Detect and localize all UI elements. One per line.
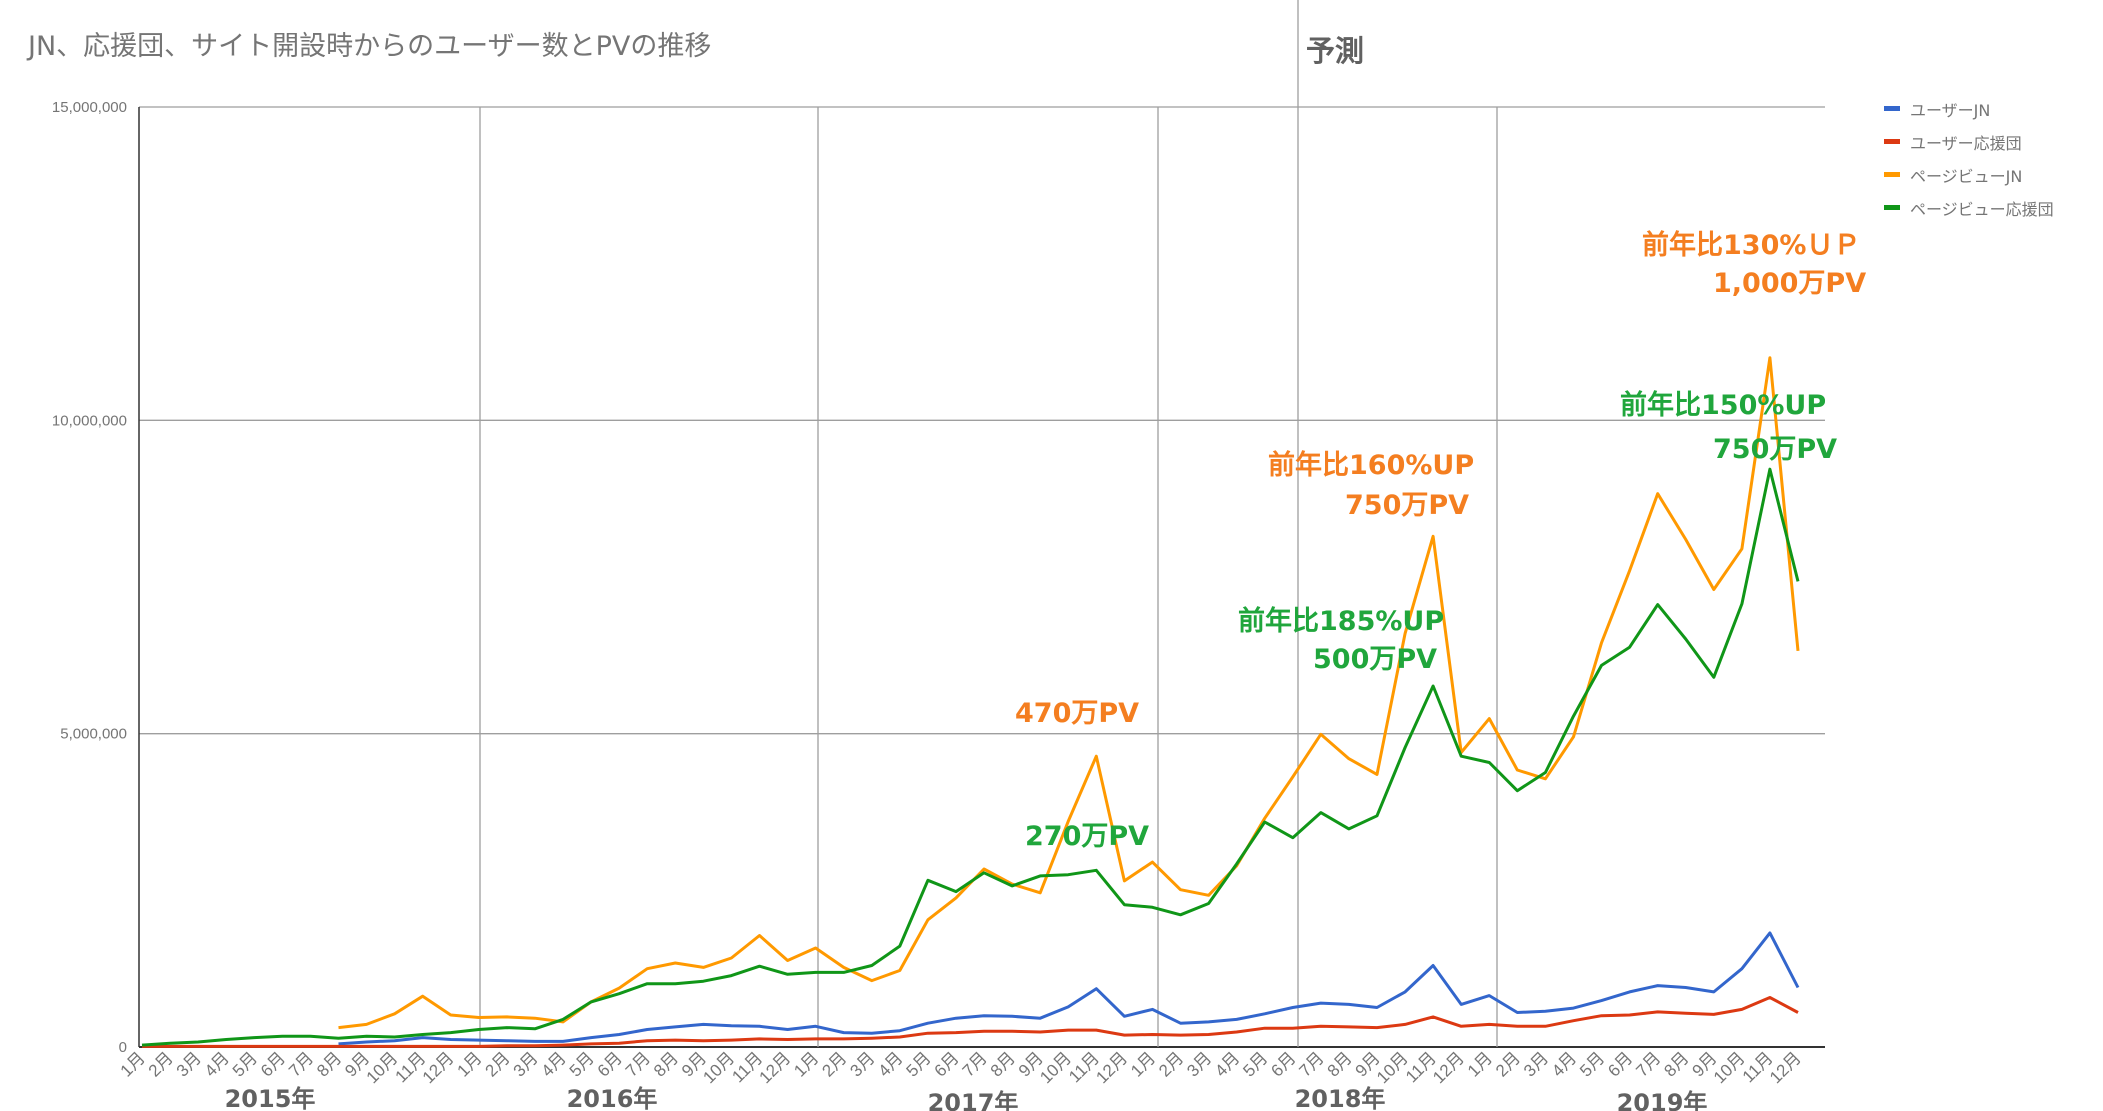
legend-swatch: [1884, 205, 1900, 210]
annotation-label: 前年比160%UP: [1268, 449, 1474, 481]
y-tick-label: 10,000,000: [52, 412, 127, 429]
annotation-label: 270万PV: [1025, 821, 1149, 852]
legend-item: ユーザー応援団: [1884, 125, 2054, 158]
annotation-label: 前年比185%UP: [1238, 605, 1444, 637]
x-tick-label: 8月: [1324, 1048, 1356, 1080]
x-tick-label: 1月: [1464, 1048, 1496, 1080]
x-tick-label: 12月: [1429, 1048, 1468, 1087]
x-tick-label: 4月: [1211, 1048, 1243, 1080]
annotation-label: 750万PV: [1713, 434, 1837, 465]
x-tick-label: 5月: [1576, 1048, 1608, 1080]
x-tick-label: 3月: [1520, 1048, 1552, 1080]
chart-title: JN、応援団、サイト開設時からのユーザー数とPVの推移: [28, 31, 712, 62]
x-tick-label: 6月: [1604, 1048, 1636, 1080]
x-tick-label: 7月: [622, 1048, 654, 1080]
legend-label: ページビュー応援団: [1910, 199, 2054, 219]
legend-label: ユーザー応援団: [1910, 133, 2022, 153]
legend-item: ユーザーJN: [1884, 92, 2054, 125]
x-tick-label: 12月: [1766, 1048, 1805, 1087]
x-tick-label: 8月: [313, 1048, 345, 1080]
x-tick-label: 7月: [1632, 1048, 1664, 1080]
x-tick-label: 5月: [1239, 1048, 1271, 1080]
annotation-label: 470万PV: [1015, 698, 1139, 729]
legend-item: ページビューJN: [1884, 158, 2054, 191]
x-tick-label: 7月: [1296, 1048, 1328, 1080]
x-tick-label: 2月: [482, 1048, 514, 1080]
y-tick-label: 0: [119, 1039, 127, 1056]
x-tick-label: 4月: [538, 1048, 570, 1080]
year-label: 2018年: [1295, 1085, 1386, 1111]
legend-label: ユーザーJN: [1910, 100, 1991, 120]
year-label: 2016年: [567, 1085, 658, 1111]
x-tick-label: 12月: [756, 1048, 795, 1087]
annotation-label: 1,000万PV: [1713, 268, 1866, 299]
x-tick-label: 2月: [818, 1048, 850, 1080]
x-tick-label: 4月: [875, 1048, 907, 1080]
x-axis: 1月2月3月4月5月6月7月8月9月10月11月12月1月2月3月4月5月6月7…: [117, 1048, 1805, 1111]
x-tick-label: 8月: [1660, 1048, 1692, 1080]
x-tick-label: 5月: [566, 1048, 598, 1080]
legend-swatch: [1884, 139, 1900, 144]
x-tick-label: 8月: [987, 1048, 1019, 1080]
x-tick-label: 2月: [145, 1048, 177, 1080]
x-tick-label: 4月: [201, 1048, 233, 1080]
x-tick-label: 1月: [1127, 1048, 1159, 1080]
y-axis: 0 5,000,000 10,000,000 15,000,000: [52, 99, 127, 1056]
x-tick-label: 7月: [285, 1048, 317, 1080]
x-tick-label: 5月: [903, 1048, 935, 1080]
legend-swatch: [1884, 106, 1900, 111]
x-tick-label: 3月: [1183, 1048, 1215, 1080]
y-tick-label: 15,000,000: [52, 99, 127, 116]
annotation-label: 750万PV: [1345, 490, 1469, 521]
x-tick-label: 6月: [931, 1048, 963, 1080]
forecast-label: 予測: [1306, 34, 1365, 68]
x-tick-label: 5月: [229, 1048, 261, 1080]
x-tick-label: 6月: [594, 1048, 626, 1080]
x-tick-label: 3月: [510, 1048, 542, 1080]
x-tick-label: 2月: [1492, 1048, 1524, 1080]
y-tick-label: 5,000,000: [60, 726, 127, 743]
x-tick-label: 8月: [650, 1048, 682, 1080]
series-line: [338, 356, 1800, 1030]
year-label: 2015年: [225, 1085, 316, 1111]
gridlines: [138, 0, 1825, 1048]
year-label: 2019年: [1617, 1089, 1708, 1111]
x-tick-label: 3月: [846, 1048, 878, 1080]
legend-label: ページビューJN: [1910, 166, 2023, 186]
series-line: [142, 996, 1799, 1048]
x-tick-label: 1月: [790, 1048, 822, 1080]
series-lines: [141, 356, 1800, 1048]
series-line: [141, 467, 1800, 1047]
x-tick-label: 4月: [1548, 1048, 1580, 1080]
year-label: 2017年: [928, 1089, 1019, 1111]
x-tick-label: 3月: [173, 1048, 205, 1080]
legend-swatch: [1884, 172, 1900, 177]
x-tick-label: 6月: [257, 1048, 289, 1080]
annotations: 470万PV 270万PV 前年比185%UP 500万PV 前年比160%UP 750万…: [1015, 229, 1866, 852]
legend-item: ページビュー応援団: [1884, 191, 2054, 224]
annotation-label: 500万PV: [1313, 644, 1437, 675]
x-tick-label: 6月: [1267, 1048, 1299, 1080]
x-tick-label: 1月: [453, 1048, 485, 1080]
series-line: [338, 931, 1800, 1046]
legend: ユーザーJN ユーザー応援団 ページビューJN ページビュー応援団: [1884, 92, 2054, 224]
x-tick-label: 7月: [959, 1048, 991, 1080]
x-tick-label: 2月: [1155, 1048, 1187, 1080]
annotation-label: 前年比150%UP: [1620, 389, 1826, 421]
x-tick-label: 12月: [419, 1048, 458, 1087]
x-tick-label: 12月: [1092, 1048, 1131, 1087]
annotation-label: 前年比130%ＵＰ: [1642, 229, 1860, 261]
